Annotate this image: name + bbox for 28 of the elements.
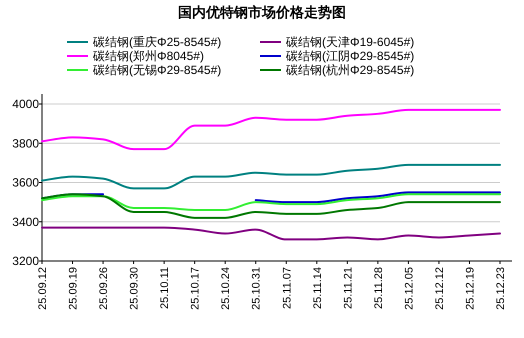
y-tick-label: 3800 <box>12 136 40 150</box>
x-tick-label: 25.11.28 <box>372 267 385 310</box>
legend-label: 碳结钢(重庆Φ25-8545#) <box>92 35 222 49</box>
x-tick-label: 25.10.17 <box>190 267 202 310</box>
x-tick-label: 25.09.26 <box>98 267 110 310</box>
y-tick-label: 3200 <box>12 254 40 268</box>
y-tick-label: 3400 <box>12 214 40 229</box>
legend-label: 碳结钢(江阴Φ29-8545#) <box>285 49 414 63</box>
y-tick-label: 3600 <box>12 176 40 190</box>
x-tick-label: 25.10.31 <box>250 267 263 310</box>
x-tick-label: 25.12.12 <box>434 267 446 310</box>
x-tick-label: 25.09.12 <box>37 267 49 310</box>
x-tick-label: 25.11.14 <box>312 267 324 310</box>
legend-label: 碳结钢(天津Φ19-6045#) <box>285 35 414 49</box>
x-tick-label: 25.12.19 <box>464 267 476 310</box>
x-tick-label: 25.12.05 <box>403 267 416 310</box>
legend-label: 碳结钢(郑州Φ8045#) <box>92 49 204 63</box>
x-tick-label: 25.10.24 <box>220 267 232 310</box>
x-tick-label: 25.10.11 <box>159 267 172 310</box>
chart-title: 国内优特钢市场价格走势图 <box>178 4 346 20</box>
x-tick-label: 25.09.30 <box>128 267 141 310</box>
x-tick-label: 25.09.19 <box>68 267 80 310</box>
x-tick-label: 25.12.23 <box>495 267 507 310</box>
x-tick-label: 25.11.21 <box>342 267 354 310</box>
x-tick-label: 25.11.07 <box>281 267 294 310</box>
y-tick-label: 4000 <box>12 97 40 111</box>
legend-label: 碳结钢(杭州Φ29-8545#) <box>285 63 414 77</box>
legend-label: 碳结钢(无锡Φ29-8545#) <box>92 63 222 77</box>
